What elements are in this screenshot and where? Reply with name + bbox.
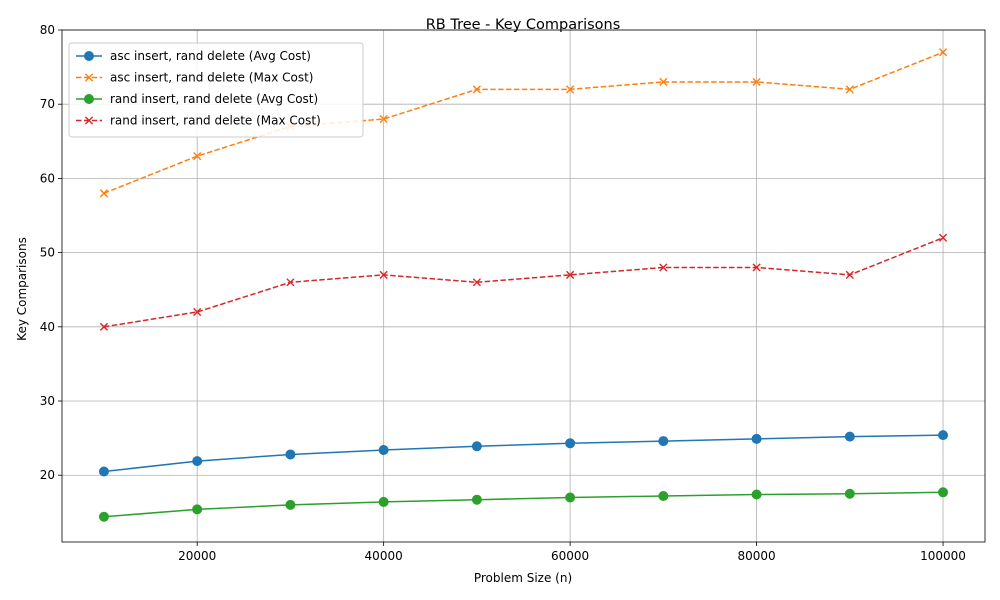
data-point: [938, 430, 949, 441]
legend-label: asc insert, rand delete (Max Cost): [110, 71, 313, 85]
x-tick-label: 60000: [551, 549, 589, 563]
data-point: [845, 270, 854, 279]
y-axis-label: Key Comparisons: [15, 237, 29, 341]
data-point: [658, 490, 669, 501]
data-point: [658, 436, 669, 447]
legend-marker: [84, 94, 94, 104]
data-point: [752, 263, 761, 272]
data-point: [751, 433, 762, 444]
x-tick-label: 80000: [737, 549, 775, 563]
y-tick-label: 80: [40, 23, 55, 37]
legend-label: rand insert, rand delete (Max Cost): [110, 114, 321, 128]
data-point: [659, 263, 668, 272]
data-point: [285, 499, 296, 510]
legend-label: rand insert, rand delete (Avg Cost): [110, 92, 318, 106]
data-point: [844, 431, 855, 442]
series-line: [103, 434, 944, 473]
data-point: [566, 85, 575, 94]
legend-entry: rand insert, rand delete (Avg Cost): [76, 92, 318, 106]
series-line: [103, 237, 944, 328]
data-point: [752, 77, 761, 87]
series-4: [99, 233, 948, 331]
legend-entry: asc insert, rand delete (Max Cost): [76, 71, 313, 85]
legend-entry: rand insert, rand delete (Max Cost): [76, 114, 321, 128]
data-point: [938, 487, 949, 498]
y-tick-label: 60: [40, 171, 55, 185]
data-point: [285, 449, 296, 460]
legend-box: [68, 42, 364, 138]
data-point: [193, 307, 202, 317]
data-point: [751, 489, 762, 500]
data-point: [471, 494, 482, 505]
data-point: [192, 504, 203, 515]
series-1: [98, 430, 949, 477]
data-point: [99, 322, 109, 331]
data-point: [565, 492, 576, 503]
series-line: [103, 51, 944, 194]
legend-marker: [84, 51, 94, 61]
y-tick-label: 20: [40, 468, 55, 482]
data-point: [565, 438, 576, 449]
data-point: [845, 85, 854, 94]
data-point: [472, 85, 481, 94]
y-tick-label: 70: [40, 97, 55, 111]
x-tick-label: 20000: [178, 549, 216, 563]
y-tick-label: 50: [40, 246, 55, 260]
data-point: [938, 48, 948, 57]
series-lines: [98, 48, 949, 522]
data-point: [98, 466, 109, 477]
legend-marker: [84, 116, 94, 125]
data-point: [844, 488, 855, 499]
series-3: [98, 487, 949, 522]
data-point: [938, 233, 948, 242]
legend-label: asc insert, rand delete (Avg Cost): [110, 49, 311, 63]
legend-entry: asc insert, rand delete (Avg Cost): [76, 49, 311, 63]
data-point: [378, 444, 389, 455]
data-point: [566, 270, 575, 279]
chart-title: RB Tree - Key Comparisons: [426, 17, 621, 33]
y-tick-label: 30: [40, 394, 55, 408]
data-point: [286, 278, 295, 287]
data-point: [99, 189, 109, 198]
data-point: [192, 456, 203, 467]
data-point: [193, 152, 202, 161]
data-point: [378, 496, 389, 507]
legend-marker: [84, 73, 94, 82]
tick-labels: 20000 40000 60000 80000 100000 20 30 40 50 60 70 80: [40, 23, 966, 563]
data-point: [379, 270, 388, 279]
data-point: [98, 511, 109, 522]
data-point: [472, 278, 481, 287]
data-point: [659, 77, 668, 87]
axes: [58, 29, 986, 546]
x-tick-label: 40000: [365, 549, 403, 563]
x-tick-label: 100000: [920, 549, 966, 563]
plot-frame: [61, 29, 986, 543]
series-line: [103, 491, 944, 518]
y-tick-label: 40: [40, 320, 55, 334]
data-point: [471, 441, 482, 452]
data-point: [379, 114, 388, 124]
x-axis-label: Problem Size (n): [474, 571, 572, 585]
legend: asc insert, rand delete (Avg Cost) asc in…: [68, 42, 364, 138]
